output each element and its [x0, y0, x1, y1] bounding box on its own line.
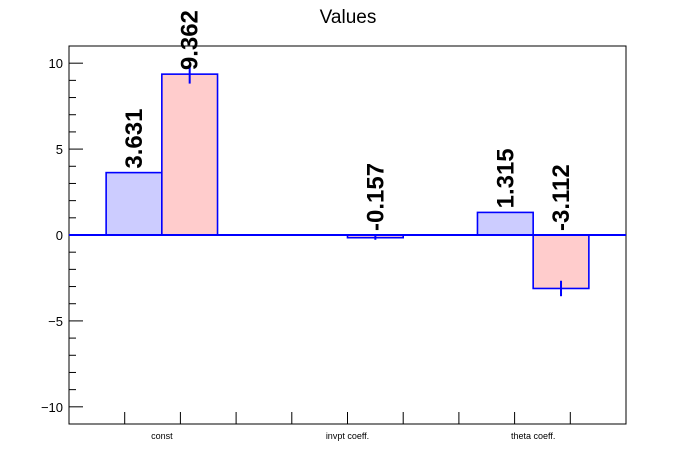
x-category-label: invpt coeff.: [326, 431, 369, 441]
data-label: -3.112: [548, 164, 575, 231]
bar: [532, 234, 590, 290]
bar: [476, 211, 534, 236]
data-labels: 3.631 1.315 9.362 -0.157 -3.112: [121, 10, 575, 231]
data-label: 9.362: [177, 10, 204, 70]
y-tick-label: 10: [49, 56, 63, 71]
y-tick-label: 0: [56, 228, 63, 243]
bar: [105, 171, 163, 236]
x-category-label: theta coeff.: [511, 431, 555, 441]
y-tick-label: 5: [56, 142, 63, 157]
data-label: 3.631: [121, 109, 148, 169]
bar: [161, 73, 219, 236]
y-tick-label: −10: [41, 400, 63, 415]
bars: [69, 64, 626, 297]
x-category-label: const: [151, 431, 173, 441]
data-label: 1.315: [492, 148, 519, 208]
chart-title: Values: [320, 7, 377, 28]
data-label: -0.157: [362, 163, 389, 231]
y-tick-label: −5: [48, 314, 63, 329]
x-axis: const invpt coeff. theta coeff.: [124, 412, 571, 441]
